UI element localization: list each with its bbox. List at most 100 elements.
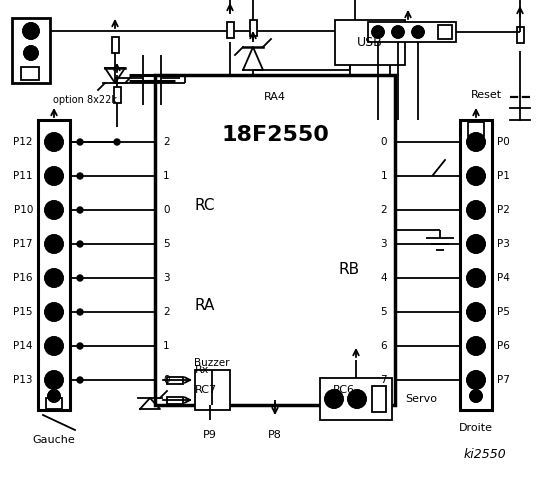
Bar [368, 22, 456, 42]
Bar [46, 398, 62, 409]
Circle shape [45, 269, 63, 287]
Text: 1: 1 [163, 341, 170, 351]
Text: ki2550: ki2550 [463, 448, 507, 461]
Text: 4: 4 [380, 273, 387, 283]
Text: 0: 0 [380, 137, 387, 147]
Bar [21, 67, 39, 80]
Text: 3: 3 [380, 239, 387, 249]
Text: 0: 0 [163, 205, 170, 215]
Text: P3: P3 [497, 239, 510, 249]
Circle shape [467, 303, 485, 321]
Text: RA: RA [195, 298, 215, 312]
Circle shape [325, 390, 343, 408]
Bar [320, 378, 392, 420]
Text: P16: P16 [13, 273, 33, 283]
Bar [167, 397, 183, 404]
Bar [335, 20, 405, 65]
Bar [372, 386, 386, 412]
Circle shape [45, 201, 63, 219]
Text: RC7: RC7 [195, 385, 217, 395]
Bar [227, 22, 234, 38]
Text: 3: 3 [163, 273, 170, 283]
Bar [438, 25, 452, 39]
Text: Buzzer: Buzzer [194, 358, 229, 368]
Circle shape [45, 133, 63, 151]
Circle shape [77, 309, 83, 315]
Circle shape [45, 167, 63, 185]
Text: 0: 0 [163, 375, 170, 385]
Circle shape [45, 303, 63, 321]
Text: Droite: Droite [459, 423, 493, 433]
Circle shape [467, 235, 485, 253]
Bar [155, 75, 395, 405]
Circle shape [392, 26, 404, 38]
Text: P17: P17 [13, 239, 33, 249]
Text: P0: P0 [497, 137, 510, 147]
Bar [38, 120, 70, 410]
Text: P4: P4 [497, 273, 510, 283]
Bar [468, 122, 484, 136]
Text: Rx: Rx [195, 365, 210, 375]
Circle shape [77, 377, 83, 383]
Circle shape [77, 207, 83, 213]
Text: P13: P13 [13, 375, 33, 385]
Text: P1: P1 [497, 171, 510, 181]
Circle shape [467, 201, 485, 219]
Text: P8: P8 [268, 430, 282, 440]
Text: P12: P12 [13, 137, 33, 147]
Text: 2: 2 [163, 307, 170, 317]
Text: 1: 1 [380, 171, 387, 181]
Text: USB: USB [357, 36, 383, 49]
Bar [114, 87, 121, 103]
Circle shape [77, 173, 83, 179]
Circle shape [348, 390, 366, 408]
Text: P7: P7 [497, 375, 510, 385]
Circle shape [24, 46, 38, 60]
Circle shape [45, 235, 63, 253]
Circle shape [470, 390, 482, 402]
Text: 2: 2 [380, 205, 387, 215]
Circle shape [412, 26, 424, 38]
Text: Servo: Servo [405, 394, 437, 404]
Bar [167, 377, 183, 384]
Text: 1: 1 [163, 171, 170, 181]
Circle shape [48, 390, 60, 402]
Text: Reset: Reset [471, 90, 502, 100]
Text: 2: 2 [163, 137, 170, 147]
Text: 5: 5 [163, 239, 170, 249]
Text: P6: P6 [497, 341, 510, 351]
Circle shape [467, 337, 485, 355]
Circle shape [23, 23, 39, 39]
Circle shape [467, 167, 485, 185]
Circle shape [45, 337, 63, 355]
Text: Gauche: Gauche [33, 435, 75, 445]
Text: RB: RB [339, 263, 360, 277]
Text: RC: RC [195, 197, 216, 213]
Circle shape [467, 133, 485, 151]
Circle shape [77, 275, 83, 281]
Text: 18F2550: 18F2550 [221, 125, 329, 145]
Circle shape [372, 26, 384, 38]
Text: P2: P2 [497, 205, 510, 215]
Bar [460, 120, 492, 410]
Text: P9: P9 [203, 430, 217, 440]
Text: 7: 7 [380, 375, 387, 385]
Text: 5: 5 [380, 307, 387, 317]
Text: P14: P14 [13, 341, 33, 351]
Circle shape [467, 269, 485, 287]
Text: P11: P11 [13, 171, 33, 181]
Text: RC6: RC6 [333, 385, 355, 395]
Bar [12, 18, 50, 83]
Bar [250, 20, 257, 36]
Circle shape [77, 241, 83, 247]
Bar [112, 37, 119, 53]
Text: RA4: RA4 [264, 92, 286, 102]
Circle shape [77, 139, 83, 145]
Circle shape [467, 371, 485, 389]
Text: 6: 6 [380, 341, 387, 351]
Text: P5: P5 [497, 307, 510, 317]
Circle shape [77, 343, 83, 349]
Text: option 8x22k: option 8x22k [53, 95, 117, 105]
Circle shape [114, 139, 120, 145]
Bar [195, 370, 230, 410]
